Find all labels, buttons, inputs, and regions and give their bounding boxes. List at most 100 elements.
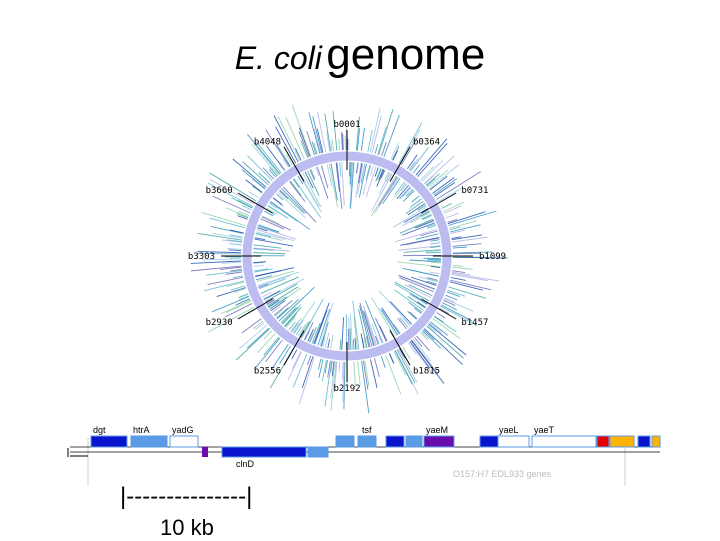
gc-spike [299,131,309,157]
gc-spike [337,163,342,209]
gene-label: yaeT [534,425,555,435]
gc-spike [262,216,279,224]
gc-spike [411,280,435,289]
gc-spike [249,191,259,197]
gc-spike [371,166,374,175]
gc-spike [314,129,320,153]
gene-label: yaeM [426,425,448,435]
gene-box [532,436,596,447]
gc-spike [230,244,242,245]
gc-spike [421,166,435,180]
gene-box [406,436,422,447]
locus-label: b2930 [206,318,233,328]
gc-spike [368,130,372,152]
locus-label: b2556 [254,366,281,376]
gc-spike [361,333,364,348]
gc-spike [209,218,244,228]
gc-spike [444,299,473,312]
gene-box [638,436,650,447]
gc-spike [389,353,393,363]
gene-box [358,436,376,447]
gene-box [597,436,609,447]
gc-spike [449,211,497,225]
gc-spike [403,191,414,202]
gc-spike [239,325,266,349]
gc-spike [375,144,378,154]
gc-spike [424,329,462,365]
gc-spike [379,291,410,325]
gc-spike [340,162,341,176]
gc-spike [253,253,285,254]
gc-spike [443,202,464,212]
gene-label: yaeL [499,425,519,435]
gc-spike [448,212,485,224]
gc-spike [371,174,392,212]
gc-spike [275,309,283,316]
gc-spike [270,202,297,221]
gc-spike [450,280,491,290]
gc-spike [430,272,440,274]
gc-spike [254,144,280,175]
gc-spike [292,351,300,368]
gc-spike [255,268,294,277]
gc-spike [453,247,467,248]
gc-spike [453,265,464,266]
gene-box [202,447,208,457]
gc-spike [402,346,410,359]
gc-spike [258,276,290,287]
gc-spike [393,151,398,161]
gc-spike [427,326,464,358]
circular-gc-spikes [191,105,508,413]
gene-label: tsf [362,425,372,435]
gc-spike [410,341,430,368]
gc-spike [288,352,301,380]
gc-spike [225,208,248,217]
gene-box [222,447,306,457]
gc-spike [301,141,308,158]
gc-spike [279,161,285,170]
gc-spike [428,259,441,260]
gene-box [480,436,498,447]
gc-spike [451,277,466,280]
gc-spike [370,108,380,152]
gc-spike [252,145,278,176]
gc-spike [264,211,273,216]
locus-label: b3660 [206,186,233,196]
gc-spike [390,353,394,363]
gene-box [424,436,454,447]
locus-label: b1099 [479,252,506,262]
gc-spike [417,143,447,176]
locus-label: b1815 [413,366,440,376]
gc-spike [294,178,321,217]
gene-label: dgt [93,425,106,435]
gc-spike [242,319,262,333]
gc-spike [353,340,354,350]
gc-spike [374,358,379,376]
gc-spike [446,213,459,218]
gc-spike [343,134,344,150]
gc-spike [331,335,333,348]
gc-spike [255,239,293,246]
locus-label: b0731 [461,186,488,196]
gc-spike [342,317,344,350]
gc-spike [366,167,376,198]
gc-spike [408,311,417,319]
gc-spike [303,173,321,207]
track-source-label: O157:H7 EDL933 genes [453,469,552,479]
gc-spike [453,244,482,247]
gc-spike [227,248,241,249]
gc-spike [293,354,307,387]
gc-spike [339,138,340,150]
gc-spike [430,243,440,244]
gc-spike [299,357,314,404]
gc-spike [394,324,400,333]
gc-spike [339,362,340,372]
gc-spike [253,262,266,263]
gene-box [308,447,328,457]
gene-label: clnD [236,459,255,469]
gc-spike [426,252,441,253]
gene-box [91,436,127,447]
gc-spike [328,339,330,348]
gc-spike [366,165,370,180]
